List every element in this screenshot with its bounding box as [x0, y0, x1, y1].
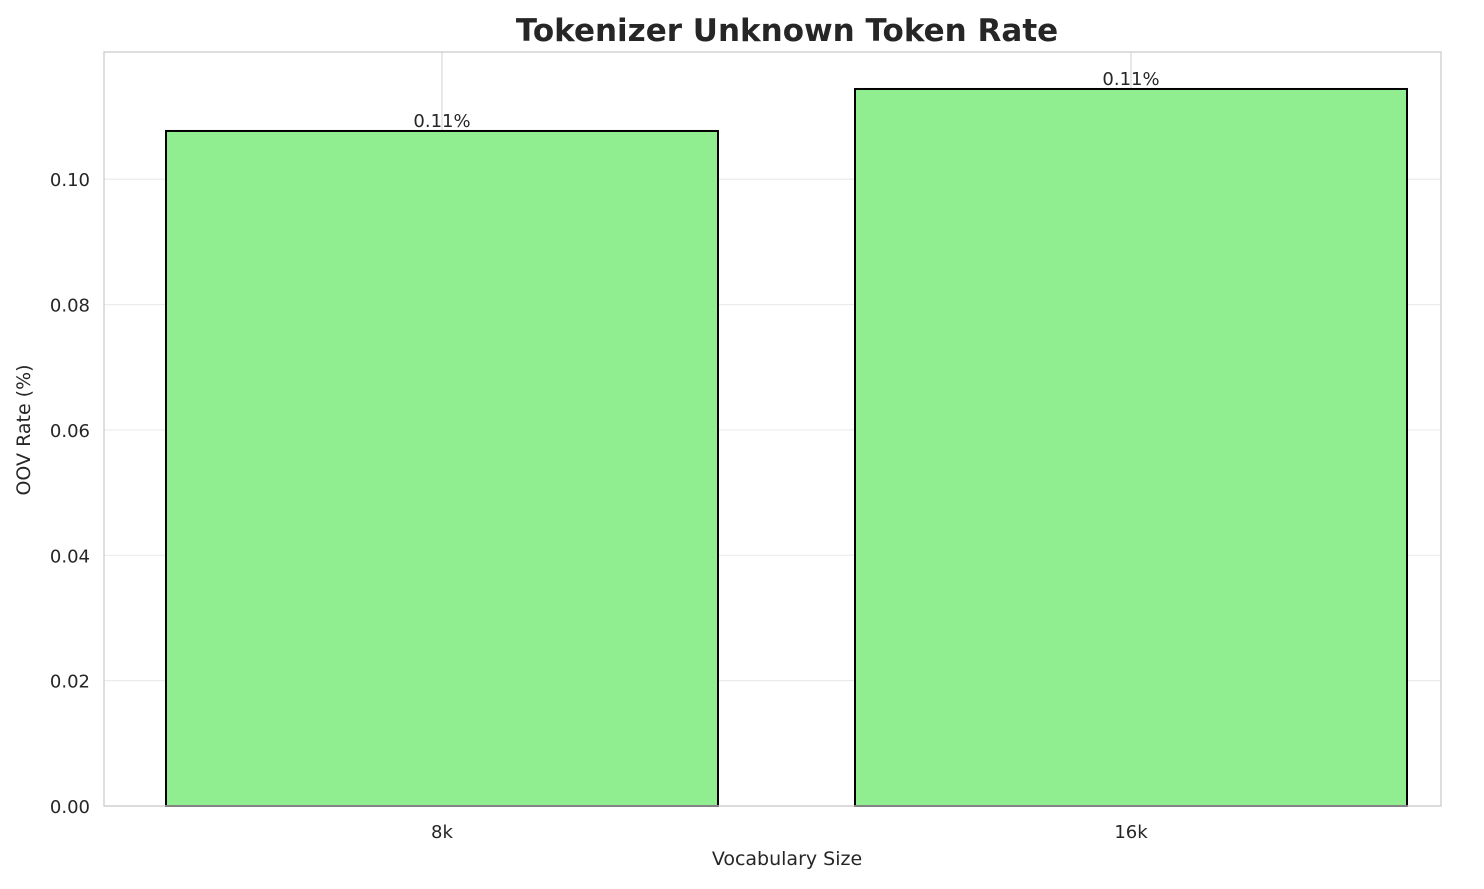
x-tick-label: 8k [431, 822, 453, 843]
y-tick-label: 0.04 [50, 546, 90, 567]
y-tick-label: 0.00 [50, 797, 90, 818]
bar-8k [165, 129, 719, 807]
data-label: 0.11% [1102, 69, 1159, 90]
x-tick-label: 16k [1114, 822, 1148, 843]
bar-16k [854, 87, 1408, 807]
plot-frame [103, 51, 1442, 807]
x-axis-label: Vocabulary Size [712, 848, 862, 870]
chart-title: Tokenizer Unknown Token Rate [516, 13, 1058, 49]
y-tick-label: 0.06 [50, 421, 90, 442]
y-axis-label: OOV Rate (%) [13, 364, 35, 495]
y-tick-labels: 0.00 0.02 0.04 0.06 0.08 0.10 [50, 170, 90, 818]
y-tick-label: 0.02 [50, 672, 90, 693]
y-tick-label: 0.10 [50, 170, 90, 191]
bars [165, 87, 1408, 807]
y-tick-label: 0.08 [50, 296, 90, 317]
data-label: 0.11% [413, 111, 470, 132]
data-labels: 0.11% 0.11% [413, 69, 1159, 132]
x-tick-labels: 8k 16k [431, 822, 1148, 843]
